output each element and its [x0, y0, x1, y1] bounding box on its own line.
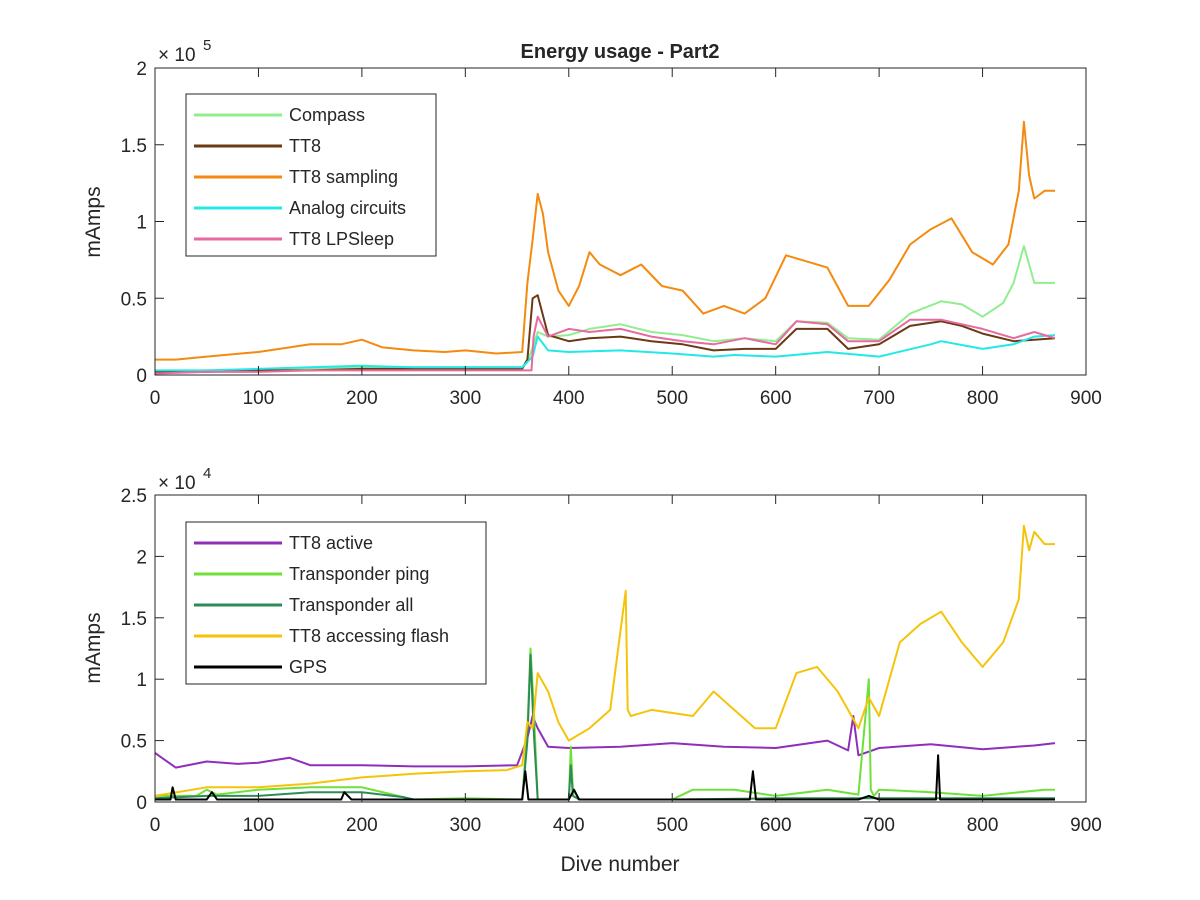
bottom-legend-label: GPS	[289, 657, 327, 677]
top-series-group	[154, 120, 1056, 375]
bottom-y-axis-label: mAmps	[82, 612, 105, 683]
top-x-tick-label: 400	[553, 388, 585, 409]
bottom-x-tick-label: 100	[243, 815, 275, 836]
top-x-tick-label: 300	[449, 388, 481, 409]
top-series-line-3	[155, 120, 1055, 361]
bottom-x-tick-label: 600	[760, 815, 792, 836]
bottom-x-tick-label: 800	[967, 815, 999, 836]
top-series-line-5	[154, 315, 1056, 375]
top-y-tick-label: 0.5	[121, 289, 147, 310]
bottom-y-tick-label: 2	[136, 547, 147, 568]
bottom-x-tick-label: 200	[346, 815, 378, 836]
top-x-tick-label: 100	[243, 388, 275, 409]
top-y-tick-label: 1	[136, 213, 147, 234]
bottom-x-tick-label: 700	[863, 815, 895, 836]
top-legend-label: TT8	[289, 136, 321, 156]
top-y-exponent-power: 5	[203, 37, 211, 54]
bottom-legend-label: Transponder ping	[289, 564, 429, 584]
bottom-x-tick-label: 400	[553, 815, 585, 836]
top-x-tick-label: 800	[967, 388, 999, 409]
bottom-y-tick-label: 1	[136, 670, 147, 691]
bottom-x-tick-label: 300	[449, 815, 481, 836]
bottom-series-group	[154, 524, 1056, 801]
top-legend-label: TT8 sampling	[289, 167, 398, 187]
top-chart: 0 100 200 300 400 500 600 700 800 900 0 0.5 1 1.5 2 En…	[82, 37, 1102, 409]
bottom-legend-label: Transponder all	[289, 595, 413, 615]
bottom-x-tick-label: 500	[656, 815, 688, 836]
top-legend-label: Compass	[289, 105, 365, 125]
top-y-tick-label: 0	[136, 366, 147, 387]
top-x-tick-label: 600	[760, 388, 792, 409]
top-x-tick-label: 900	[1070, 388, 1102, 409]
bottom-y-tick-label: 2.5	[121, 486, 147, 507]
bottom-legend-label: TT8 active	[289, 533, 373, 553]
top-x-tick-label: 200	[346, 388, 378, 409]
top-chart-title: Energy usage - Part2	[521, 41, 720, 63]
top-legend: Compass TT8 TT8 sampling Analog circuits TT8…	[185, 93, 437, 257]
bottom-x-axis-label: Dive number	[560, 853, 679, 876]
bottom-series-line-4	[154, 524, 1055, 797]
top-x-tick-label: 500	[656, 388, 688, 409]
top-y-axis-label: mAmps	[82, 186, 105, 257]
top-legend-label: TT8 LPSleep	[289, 229, 394, 249]
top-y-tick-label: 2	[136, 59, 147, 80]
bottom-y-tick-label: 1.5	[121, 609, 147, 630]
top-legend-label: Analog circuits	[289, 198, 406, 218]
bottom-x-tick-label: 900	[1070, 815, 1102, 836]
top-ticks-group: 0 100 200 300 400 500 600 700 800 900 0 0.5 1 1.5 2	[121, 59, 1102, 409]
top-legend-box	[185, 93, 437, 257]
top-x-tick-label: 700	[863, 388, 895, 409]
top-y-tick-label: 1.5	[121, 136, 147, 157]
top-series-line-4	[155, 334, 1056, 372]
top-y-exponent-label: × 10	[158, 45, 196, 66]
bottom-y-tick-label: 0	[136, 793, 147, 814]
bottom-axes-box	[154, 494, 1087, 803]
top-x-tick-label: 0	[150, 388, 161, 409]
bottom-series-line-5	[155, 754, 1055, 801]
bottom-y-tick-label: 0.5	[121, 732, 147, 753]
bottom-series-line-1	[154, 715, 1056, 769]
bottom-legend: TT8 active Transponder ping Transponder al…	[185, 521, 487, 685]
top-series-line-2	[155, 294, 1056, 373]
bottom-legend-label: TT8 accessing flash	[289, 626, 449, 646]
bottom-x-tick-label: 0	[150, 815, 161, 836]
bottom-y-exponent-label: × 10	[158, 473, 196, 494]
bottom-y-exponent-power: 4	[203, 465, 211, 482]
bottom-legend-box	[185, 521, 487, 685]
bottom-chart: 0 100 200 300 400 500 600 700 800 900 0 0.5 1 1.5 2 2.5…	[82, 465, 1102, 876]
bottom-ticks-group: 0 100 200 300 400 500 600 700 800 900 0 0.5 1 1.5 2 2.5	[121, 486, 1102, 836]
